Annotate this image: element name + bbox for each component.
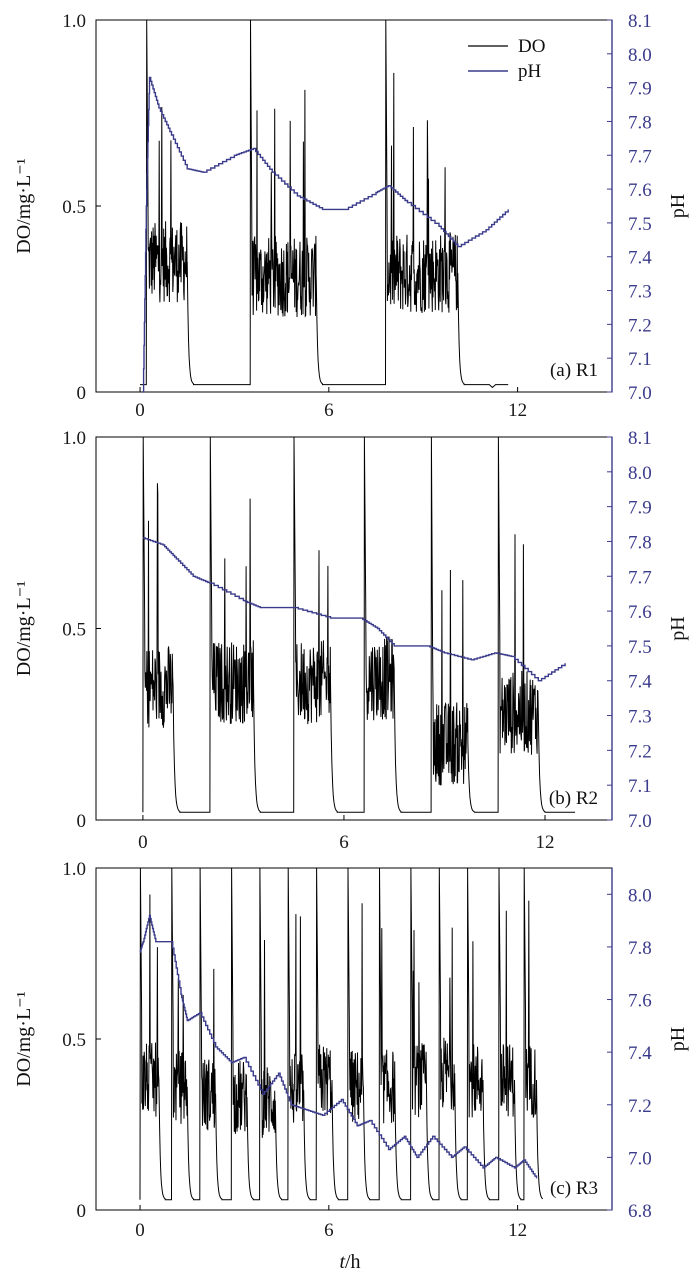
do-axis-label: DO/mg·L⁻¹ <box>13 581 35 676</box>
ph-tick-label: 7.2 <box>628 1096 652 1117</box>
ph-tick-label: 7.7 <box>628 567 652 588</box>
ph-tick-label: 7.4 <box>628 1043 652 1064</box>
do-tick-label: 0.5 <box>62 197 86 218</box>
do-tick-label: 1.0 <box>62 859 86 880</box>
x-tick-label: 6 <box>324 1220 334 1241</box>
x-tick-label: 12 <box>508 1220 527 1241</box>
ph-tick-label: 7.0 <box>628 811 652 832</box>
ph-tick-label: 7.5 <box>628 637 652 658</box>
ph-series-line <box>142 76 509 393</box>
ph-tick-label: 7.6 <box>628 180 652 201</box>
ph-axis-label: pH <box>667 616 689 640</box>
x-axis-label: t/h <box>339 1251 360 1273</box>
ph-series-line <box>142 537 566 682</box>
do-tick-label: 1.0 <box>62 11 86 32</box>
do-tick-label: 0 <box>77 383 87 404</box>
ph-tick-label: 8.1 <box>628 11 652 32</box>
ph-axis-label: pH <box>667 194 689 218</box>
ph-tick-label: 7.5 <box>628 214 652 235</box>
ph-tick-label: 6.8 <box>628 1201 652 1222</box>
legend-ph-label: pH <box>518 61 542 82</box>
do-tick-label: 0.5 <box>62 620 86 641</box>
x-tick-label: 0 <box>135 1220 145 1241</box>
do-tick-label: 0 <box>77 811 87 832</box>
do-series-line <box>140 19 509 389</box>
ph-tick-label: 7.1 <box>628 776 652 797</box>
panel-label: (a) R1 <box>550 360 598 381</box>
do-axis-label: DO/mg·L⁻¹ <box>13 991 35 1086</box>
x-tick-label: 0 <box>135 400 145 421</box>
x-tick-label: 12 <box>535 832 554 853</box>
ph-tick-label: 7.7 <box>628 146 652 167</box>
ph-tick-label: 8.0 <box>628 463 652 484</box>
ph-tick-label: 7.2 <box>628 741 652 762</box>
x-tick-label: 12 <box>508 400 527 421</box>
ph-tick-label: 7.3 <box>628 282 652 303</box>
ph-tick-label: 7.8 <box>628 532 652 553</box>
do-series-line <box>142 436 576 813</box>
ph-tick-label: 7.1 <box>628 349 652 370</box>
ph-tick-label: 8.1 <box>628 428 652 449</box>
ph-tick-label: 8.0 <box>628 45 652 66</box>
ph-tick-label: 7.6 <box>628 602 652 623</box>
x-tick-label: 6 <box>339 832 349 853</box>
ph-tick-label: 7.9 <box>628 79 652 100</box>
do-tick-label: 0 <box>77 1201 87 1222</box>
do-series-line <box>139 867 544 1201</box>
ph-series-line <box>139 914 538 1179</box>
do-tick-label: 0.5 <box>62 1030 86 1051</box>
ph-tick-label: 8.0 <box>628 885 652 906</box>
do-axis-label: DO/mg·L⁻¹ <box>13 158 35 253</box>
ph-tick-label: 7.0 <box>628 383 652 404</box>
ph-tick-label: 7.4 <box>628 672 652 693</box>
panel-r2: 0 0.5 1.0 7.0 7.1 7.2 7.3 7.4 7.5 7.6 7.7 7.8 7.9 8.0… <box>13 428 689 853</box>
ph-tick-label: 7.8 <box>628 938 652 959</box>
plot-frame <box>95 436 613 821</box>
panel-label: (c) R3 <box>550 1178 598 1199</box>
ph-tick-label: 7.6 <box>628 991 652 1012</box>
panel-label: (b) R2 <box>549 788 598 809</box>
panel-r1: 0 0.5 1.0 7.0 7.1 7.2 7.3 7.4 7.5 7.6 7.7 7.8 7.9 8.0… <box>13 11 689 421</box>
ph-tick-label: 7.8 <box>628 112 652 133</box>
do-tick-label: 1.0 <box>62 428 86 449</box>
x-tick-label: 6 <box>324 400 334 421</box>
x-tick-label: 0 <box>138 832 148 853</box>
legend-do-label: DO <box>518 36 545 57</box>
ph-tick-label: 7.2 <box>628 315 652 336</box>
ph-tick-label: 7.4 <box>628 248 652 269</box>
ph-axis-label: pH <box>667 1027 689 1051</box>
ph-tick-label: 7.3 <box>628 707 652 728</box>
panel-r3: 0 0.5 1.0 6.8 7.0 7.2 7.4 7.6 7.8 8.0 0 6 12 DO/mg·L⁻… <box>13 859 689 1241</box>
ph-tick-label: 7.0 <box>628 1148 652 1169</box>
ph-tick-label: 7.9 <box>628 498 652 519</box>
